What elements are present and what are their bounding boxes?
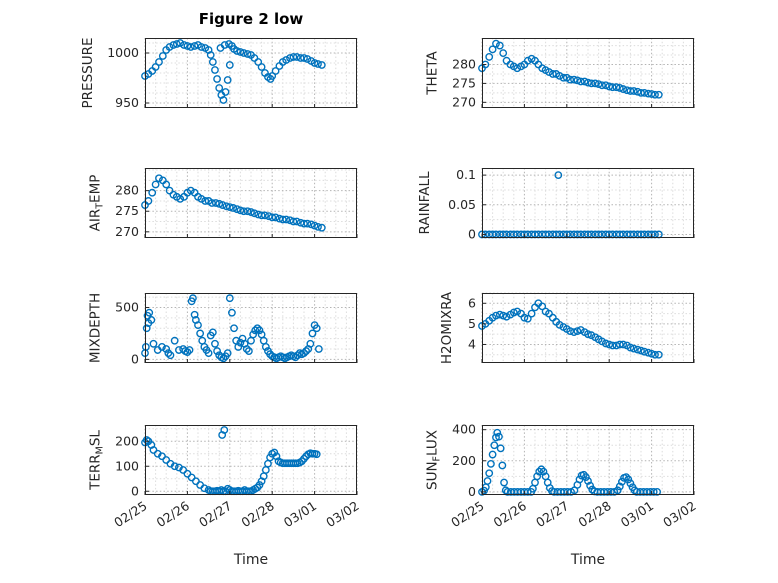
svg-text:THETA: THETA xyxy=(424,51,440,96)
svg-text:03/01: 03/01 xyxy=(618,498,656,530)
svg-text:02/28: 02/28 xyxy=(575,498,613,530)
subplot-h2omixra: 4 5 6 H2OMIXRA xyxy=(439,291,695,364)
plot-rainfall: 0 0.05 0.1 RAINFALL xyxy=(417,167,695,241)
subplot-terr-msl: 0 100 200 02/25 02/26 02/27 02/28 03/01 03/02 TER… xyxy=(87,425,362,530)
plot-theta: 270 275 280 THETA xyxy=(424,38,695,109)
figure-title: Figure 2 low xyxy=(198,10,304,28)
svg-text:1000: 1000 xyxy=(107,45,139,60)
svg-text:275: 275 xyxy=(452,75,476,90)
subplot-pressure: 950 1000 PRESSURE xyxy=(80,38,358,110)
svg-text:200: 200 xyxy=(115,433,139,448)
svg-text:0.05: 0.05 xyxy=(448,197,476,212)
svg-text:100: 100 xyxy=(115,458,139,473)
svg-text:6: 6 xyxy=(468,295,476,310)
svg-text:0: 0 xyxy=(131,483,139,498)
subplot-theta: 270 275 280 THETA xyxy=(424,38,695,109)
svg-text:RAINFALL: RAINFALL xyxy=(417,171,433,234)
svg-text:MIXDEPTH: MIXDEPTH xyxy=(87,293,103,363)
svg-text:02/27: 02/27 xyxy=(196,498,234,530)
subplot-air-temp: 270 275 280 AIRTEMP xyxy=(87,168,358,239)
subplot-mixdepth: 0 500 MIXDEPTH xyxy=(87,293,358,366)
svg-text:200: 200 xyxy=(452,453,476,468)
svg-text:02/25: 02/25 xyxy=(111,498,149,530)
svg-text:275: 275 xyxy=(115,203,139,218)
svg-text:H2OMIXRA: H2OMIXRA xyxy=(439,291,455,364)
svg-text:0: 0 xyxy=(131,351,139,366)
svg-text:02/26: 02/26 xyxy=(491,498,529,530)
svg-text:03/02: 03/02 xyxy=(323,498,361,530)
svg-text:0: 0 xyxy=(468,226,476,241)
svg-text:0: 0 xyxy=(468,484,476,499)
plot-terr-msl: 0 100 200 02/25 02/26 02/27 02/28 03/01 03/02 TER… xyxy=(87,425,362,530)
svg-text:02/27: 02/27 xyxy=(533,498,571,530)
subplot-rainfall: 0 0.05 0.1 RAINFALL xyxy=(417,167,695,241)
plot-h2omixra: 4 5 6 H2OMIXRA xyxy=(439,291,695,364)
svg-text:02/28: 02/28 xyxy=(238,498,276,530)
svg-text:5: 5 xyxy=(468,316,476,331)
svg-text:500: 500 xyxy=(115,300,139,315)
plot-pressure: 950 1000 PRESSURE xyxy=(80,38,358,110)
svg-text:270: 270 xyxy=(452,94,476,109)
svg-text:AIRTEMP: AIRTEMP xyxy=(87,175,105,232)
svg-text:02/26: 02/26 xyxy=(154,498,192,530)
svg-text:03/02: 03/02 xyxy=(660,498,698,530)
svg-text:280: 280 xyxy=(115,183,139,198)
svg-text:270: 270 xyxy=(115,224,139,239)
svg-text:0.1: 0.1 xyxy=(456,167,476,182)
plot-air-temp: 270 275 280 AIRTEMP xyxy=(87,168,358,239)
x-axis-label-right: Time xyxy=(570,552,606,568)
svg-text:4: 4 xyxy=(468,336,476,351)
subplot-sun-flux: 0 200 400 02/25 02/26 02/27 02/28 03/01 03/02 SUN… xyxy=(424,422,698,530)
svg-text:02/25: 02/25 xyxy=(448,498,486,530)
svg-text:TERRMSL: TERRMSL xyxy=(87,430,105,491)
svg-text:280: 280 xyxy=(452,56,476,71)
x-axis-label-left: Time xyxy=(233,552,269,568)
plot-sun-flux: 0 200 400 02/25 02/26 02/27 02/28 03/01 03/02 SUN… xyxy=(424,422,698,530)
svg-text:400: 400 xyxy=(452,422,476,437)
svg-text:SUNFLUX: SUNFLUX xyxy=(424,430,442,490)
svg-text:03/01: 03/01 xyxy=(281,498,319,530)
svg-text:PRESSURE: PRESSURE xyxy=(80,38,96,109)
plot-mixdepth: 0 500 MIXDEPTH xyxy=(87,293,358,366)
svg-text:950: 950 xyxy=(115,95,139,110)
